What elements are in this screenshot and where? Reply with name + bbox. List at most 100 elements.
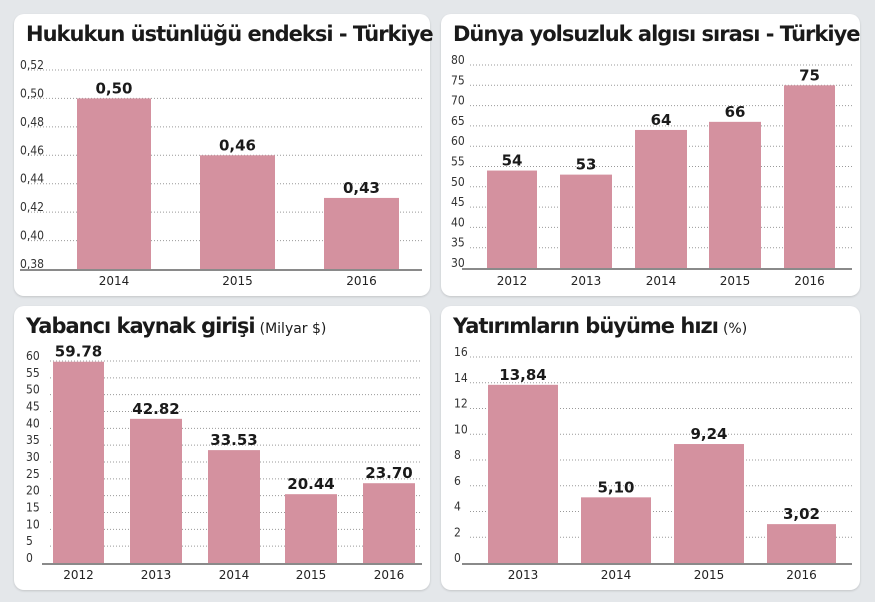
data-label: 0,50 — [95, 79, 132, 97]
y-tick-label: 0,50 — [20, 86, 44, 100]
bar-2013 — [560, 174, 612, 268]
data-label: 75 — [799, 66, 820, 84]
y-tick-label: 0 — [26, 551, 33, 565]
x-tick-label: 2013 — [508, 568, 539, 582]
bar-2016 — [363, 483, 415, 563]
y-tick-label: 75 — [451, 73, 465, 87]
y-tick-label: 45 — [451, 195, 465, 209]
y-tick-label: 30 — [451, 256, 465, 270]
data-label: 23.70 — [365, 464, 412, 482]
y-tick-label: 0,38 — [20, 257, 44, 271]
y-tick-label: 40 — [26, 416, 40, 430]
data-label: 66 — [725, 103, 746, 121]
y-tick-label: 35 — [451, 236, 465, 250]
chart-subtitle: (Milyar $) — [259, 321, 327, 337]
y-tick-label: 80 — [451, 53, 465, 67]
y-tick-label: 14 — [454, 371, 468, 385]
bar-2012 — [53, 361, 104, 563]
y-tick-label: 60 — [26, 349, 40, 363]
y-tick-label: 0 — [454, 551, 461, 565]
y-tick-label: 55 — [451, 155, 465, 169]
x-tick-label: 2016 — [346, 274, 377, 288]
y-tick-label: 30 — [26, 450, 40, 464]
bar-2015 — [285, 494, 337, 563]
data-label: 33.53 — [210, 431, 257, 449]
y-tick-label: 60 — [451, 134, 465, 148]
y-tick-label: 0,40 — [20, 229, 44, 243]
y-tick-label: 2 — [454, 525, 461, 539]
x-tick-label: 2015 — [222, 274, 253, 288]
x-tick-label: 2014 — [99, 274, 130, 288]
bar-2013 — [488, 384, 558, 563]
chart-subtitle: (%) — [722, 321, 748, 337]
y-tick-label: 10 — [454, 422, 468, 436]
data-label: 42.82 — [132, 400, 179, 418]
y-tick-label: 65 — [451, 114, 465, 128]
x-tick-label: 2015 — [296, 568, 327, 582]
x-tick-label: 2014 — [601, 568, 632, 582]
data-label: 13,84 — [499, 366, 546, 384]
x-tick-label: 2012 — [63, 568, 94, 582]
x-tick-label: 2013 — [571, 274, 602, 288]
y-tick-label: 0,44 — [20, 172, 44, 186]
x-tick-label: 2016 — [786, 568, 817, 582]
title-text: Yabancı kaynak girişi — [26, 314, 256, 338]
y-tick-label: 15 — [26, 501, 40, 515]
bar-2014 — [77, 98, 151, 269]
bar-2014 — [635, 129, 687, 268]
y-tick-label: 16 — [454, 345, 468, 359]
y-tick-label: 4 — [454, 500, 461, 514]
y-tick-label: 0,52 — [20, 58, 44, 72]
title-text: Dünya yolsuzluk algısı sırası - Türkiye — [453, 22, 861, 46]
data-label: 54 — [502, 152, 523, 170]
x-tick-label: 2012 — [497, 274, 528, 288]
data-label: 0,43 — [343, 179, 380, 197]
data-label: 59.78 — [55, 343, 102, 361]
x-tick-label: 2016 — [374, 568, 405, 582]
y-tick-label: 50 — [26, 383, 40, 397]
title-text: Yatırımların büyüme hızı — [453, 314, 719, 338]
bar-2014 — [581, 497, 651, 563]
data-label: 64 — [651, 111, 672, 129]
y-tick-label: 0,48 — [20, 115, 44, 129]
x-tick-label: 2015 — [720, 274, 751, 288]
bar-2012 — [487, 170, 537, 268]
y-tick-label: 0,42 — [20, 200, 44, 214]
bar-2016 — [324, 197, 399, 269]
y-tick-label: 5 — [26, 534, 33, 548]
chart-title: Dünya yolsuzluk algısı sırası - Türkiye — [453, 22, 861, 46]
y-tick-label: 20 — [26, 484, 40, 498]
x-tick-label: 2014 — [219, 568, 250, 582]
bar-2013 — [130, 418, 182, 563]
bar-2015 — [200, 155, 275, 269]
bar-2016 — [784, 85, 835, 268]
bar-2015 — [674, 444, 744, 563]
x-tick-label: 2014 — [646, 274, 677, 288]
data-label: 0,46 — [219, 136, 256, 154]
bar-2015 — [709, 121, 761, 268]
y-tick-label: 55 — [26, 366, 40, 380]
y-tick-label: 35 — [26, 433, 40, 447]
data-label: 3,02 — [783, 505, 820, 523]
y-tick-label: 50 — [451, 175, 465, 189]
data-label: 9,24 — [690, 425, 727, 443]
title-text: Hukukun üstünlüğü endeksi - Türkiye — [26, 22, 434, 46]
x-tick-label: 2015 — [694, 568, 725, 582]
bar-2014 — [208, 450, 260, 563]
y-tick-label: 6 — [454, 474, 461, 488]
y-tick-label: 25 — [26, 467, 40, 481]
y-tick-label: 45 — [26, 400, 40, 414]
y-tick-label: 8 — [454, 448, 461, 462]
data-label: 53 — [576, 156, 597, 174]
y-tick-label: 70 — [451, 94, 465, 108]
y-tick-label: 40 — [451, 215, 465, 229]
data-label: 5,10 — [597, 478, 634, 496]
chart-title: Yabancı kaynak girişi (Milyar $) — [26, 314, 326, 338]
y-tick-label: 0,46 — [20, 143, 44, 157]
bar-2016 — [767, 524, 836, 563]
chart-title: Hukukun üstünlüğü endeksi - Türkiye — [26, 22, 434, 46]
y-tick-label: 10 — [26, 517, 40, 531]
x-tick-label: 2016 — [794, 274, 825, 288]
y-tick-label: 12 — [454, 397, 468, 411]
